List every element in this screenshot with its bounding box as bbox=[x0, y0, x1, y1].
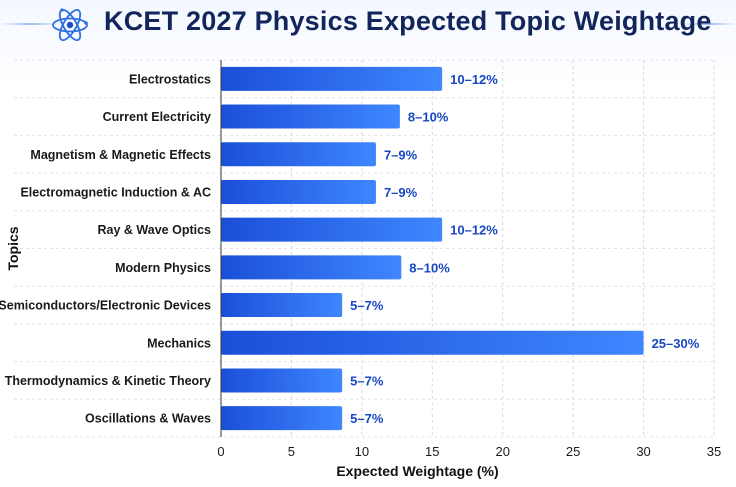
bar bbox=[221, 406, 343, 431]
left-decor-line bbox=[0, 23, 60, 25]
title-bar: KCET 2027 Physics Expected Topic Weighta… bbox=[0, 0, 736, 50]
x-tick-label: 25 bbox=[566, 444, 580, 459]
y-axis-title: Topics bbox=[5, 226, 21, 270]
category-label: Mechanics bbox=[147, 336, 211, 350]
axes: 0 5 10 15 20 25 30 35 Expected Weightage (%) Topi… bbox=[5, 60, 721, 479]
value-label: 5–7% bbox=[350, 411, 384, 426]
category-label: Modern Physics bbox=[115, 261, 211, 275]
x-axis-title: Expected Weightage (%) bbox=[336, 463, 498, 479]
bars bbox=[221, 66, 644, 431]
bar bbox=[221, 217, 443, 242]
category-label: Oscillations & Waves bbox=[85, 412, 211, 426]
value-label: 25–30% bbox=[652, 336, 700, 351]
x-tick-label: 15 bbox=[425, 444, 439, 459]
value-label: 8–10% bbox=[409, 260, 450, 275]
x-tick-label: 0 bbox=[217, 444, 224, 459]
page-title: KCET 2027 Physics Expected Topic Weighta… bbox=[104, 6, 712, 36]
category-label: Semiconductors/Electronic Devices bbox=[0, 299, 211, 313]
category-label: Electrostatics bbox=[129, 72, 211, 86]
bar bbox=[221, 368, 343, 393]
category-label: Electromagnetic Induction & AC bbox=[20, 185, 211, 199]
value-label: 10–12% bbox=[450, 223, 498, 238]
category-label: Magnetism & Magnetic Effects bbox=[30, 148, 211, 162]
bar bbox=[221, 293, 343, 318]
x-tick-label: 30 bbox=[636, 444, 650, 459]
value-label: 5–7% bbox=[350, 298, 384, 313]
value-label: 5–7% bbox=[350, 373, 384, 388]
x-tick-label: 10 bbox=[355, 444, 369, 459]
category-label: Current Electricity bbox=[103, 110, 211, 124]
atom-icon bbox=[52, 8, 88, 41]
bar bbox=[221, 179, 376, 204]
bar bbox=[221, 66, 443, 91]
bar bbox=[221, 255, 402, 280]
labels: Electrostatics 10–12% Current Electricity 8… bbox=[0, 72, 700, 426]
category-label: Ray & Wave Optics bbox=[98, 223, 212, 237]
value-label: 10–12% bbox=[450, 72, 498, 87]
category-label: Thermodynamics & Kinetic Theory bbox=[5, 374, 211, 388]
x-tick-label: 20 bbox=[495, 444, 509, 459]
x-tick-label: 35 bbox=[707, 444, 721, 459]
x-tick-label: 5 bbox=[288, 444, 295, 459]
grid-lines bbox=[14, 59, 715, 438]
bar bbox=[221, 104, 400, 129]
value-label: 7–9% bbox=[384, 185, 418, 200]
bar bbox=[221, 142, 376, 167]
value-label: 7–9% bbox=[384, 147, 418, 162]
bar bbox=[221, 330, 644, 355]
value-label: 8–10% bbox=[408, 110, 449, 125]
right-decor-line bbox=[680, 23, 736, 25]
